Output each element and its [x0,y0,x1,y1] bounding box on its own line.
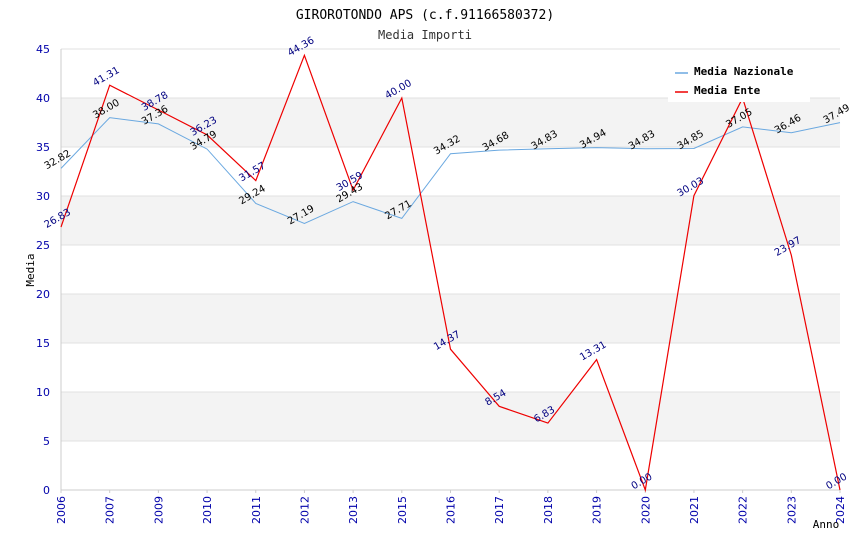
x-tick-labels: 2006 2007 2009 2010 2011 2012 2013 2015 2016 2017… [55,490,847,524]
background-band [61,245,840,294]
y-tick-label: 40 [36,92,50,105]
x-tick-label: 2013 [347,496,360,524]
series-line-nazionale [60,117,841,225]
x-tick-label: 2012 [298,496,311,524]
y-tick-label: 45 [36,43,50,56]
background-band [61,196,840,245]
chart-subtitle: Media Importi [378,28,472,42]
legend: Media Nazionale Media Ente [668,60,810,102]
legend-box [668,60,810,102]
background-bands [61,49,840,490]
x-tick-label: 2022 [737,496,750,524]
x-tick-label: 2018 [542,496,555,524]
y-tick-label: 15 [36,337,50,350]
background-band [61,147,840,196]
y-tick-labels: 0 5 10 15 20 25 30 35 40 45 [36,43,50,497]
x-tick-label: 2021 [688,496,701,524]
x-tick-label: 2015 [396,496,409,524]
background-band [61,343,840,392]
x-tick-label: 2024 [834,496,847,524]
x-tick-label: 2009 [152,496,165,524]
x-tick-label: 2010 [201,496,214,524]
y-tick-label: 0 [43,484,50,497]
x-tick-label: 2019 [591,496,604,524]
x-tick-label: 2020 [639,496,652,524]
series-lines [60,53,841,493]
x-tick-label: 2023 [785,496,798,524]
background-band [61,392,840,441]
chart-title: GIROROTONDO APS (c.f.91166580372) [296,8,554,23]
background-band [61,441,840,490]
background-band [61,98,840,147]
legend-label-ente: Media Ente [694,84,761,97]
x-axis-label: Anno [813,518,840,531]
y-tick-label: 20 [36,288,50,301]
series-line-ente [60,53,841,493]
x-tick-label: 2011 [250,496,263,524]
y-tick-label: 30 [36,190,50,203]
y-tick-label: 25 [36,239,50,252]
legend-label-nazionale: Media Nazionale [694,65,794,78]
background-band [61,294,840,343]
y-tick-label: 10 [36,386,50,399]
x-tick-label: 2017 [493,496,506,524]
y-tick-label: 5 [43,435,50,448]
x-tick-label: 2016 [445,496,458,524]
y-tick-label: 35 [36,141,50,154]
x-tick-label: 2006 [55,496,68,524]
x-tick-label: 2007 [104,496,117,524]
y-axis-label: Media [24,253,37,286]
